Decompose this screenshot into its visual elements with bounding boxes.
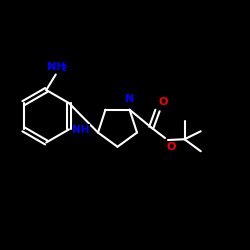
- Text: O: O: [166, 142, 175, 152]
- Text: 2: 2: [62, 64, 67, 73]
- Text: O: O: [159, 98, 168, 108]
- Text: NH: NH: [72, 125, 90, 135]
- Text: N: N: [125, 94, 134, 104]
- Text: NH: NH: [46, 62, 65, 72]
